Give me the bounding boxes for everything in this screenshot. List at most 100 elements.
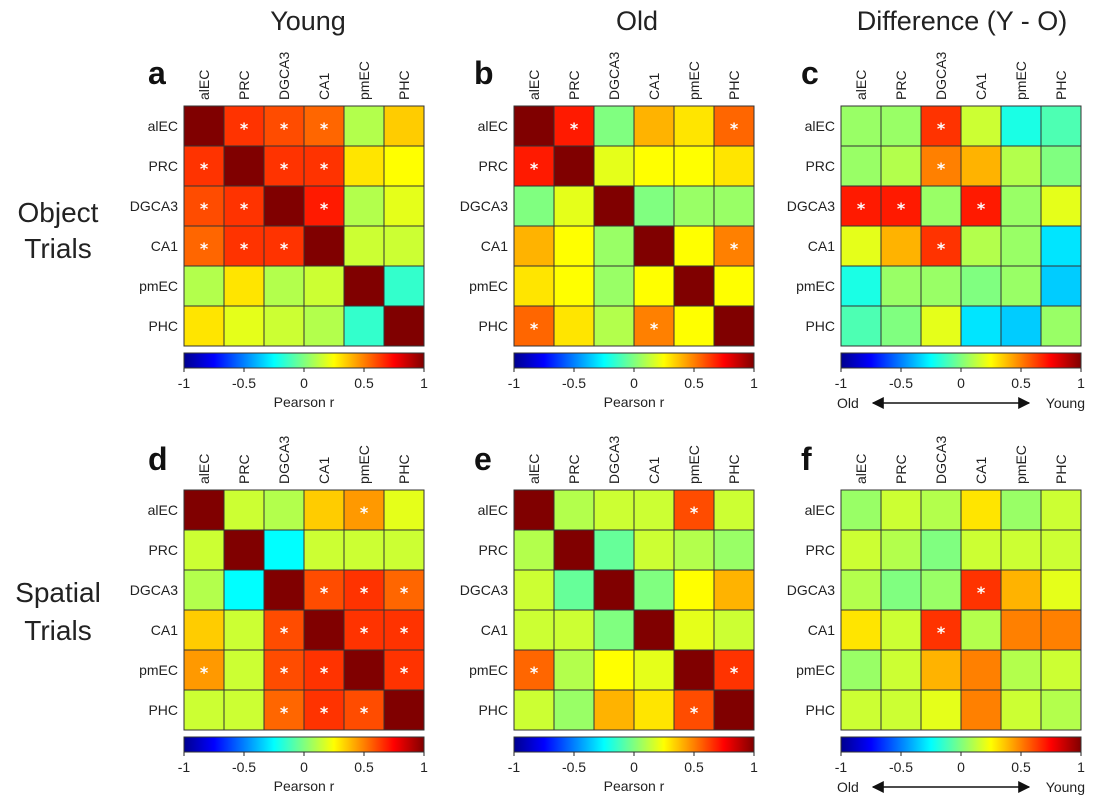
row-label-PRC: PRC — [148, 158, 178, 174]
heatmap-cell — [593, 105, 635, 147]
colorbar-tick-label: 0.5 — [1011, 759, 1031, 775]
heatmap-cell — [303, 265, 345, 307]
heatmap-cell — [1000, 145, 1042, 187]
heatmap-cell — [1040, 609, 1082, 651]
row-label-pmEC: pmEC — [139, 662, 178, 678]
heatmap-cell — [920, 689, 962, 731]
heatmap-cell — [263, 569, 305, 611]
row-label-alEC: alEC — [805, 502, 835, 518]
heatmap-cell — [553, 609, 595, 651]
heatmap-cell — [713, 305, 755, 347]
heatmap-cell — [673, 649, 715, 691]
significance-star: * — [200, 199, 209, 218]
heatmap-cell — [713, 105, 755, 147]
heatmap-cell — [223, 529, 265, 571]
row-title-object-line1: Object — [18, 197, 99, 228]
heatmap-cell — [343, 185, 385, 227]
heatmap-cell — [593, 145, 635, 187]
col-label-alEC: alEC — [526, 454, 542, 484]
row-label-alEC: alEC — [148, 118, 178, 134]
heatmap-cell — [223, 145, 265, 187]
significance-star: * — [320, 199, 329, 218]
significance-star: * — [360, 703, 369, 722]
significance-star: * — [530, 319, 539, 338]
row-label-PHC: PHC — [148, 702, 178, 718]
significance-star: * — [240, 239, 249, 258]
heatmap-cell — [343, 145, 385, 187]
colorbar-tick-label: 0 — [300, 375, 308, 391]
row-label-CA1: CA1 — [808, 238, 835, 254]
significance-star: * — [650, 319, 659, 338]
col-label-PHC: PHC — [396, 70, 412, 100]
heatmap-cell — [223, 569, 265, 611]
col-label-DGCA3: DGCA3 — [606, 436, 622, 484]
heatmap-cell — [880, 225, 922, 267]
heatmap-cell — [880, 145, 922, 187]
heatmap-cell — [840, 105, 882, 147]
row-label-DGCA3: DGCA3 — [130, 198, 178, 214]
colorbar-tick-label: 1 — [750, 759, 758, 775]
heatmap-cell — [223, 689, 265, 731]
col-label-alEC: alEC — [853, 454, 869, 484]
heatmap-cell — [303, 305, 345, 347]
heatmap-cell — [383, 529, 425, 571]
row-label-CA1: CA1 — [151, 622, 178, 638]
col-label-pmEC: pmEC — [686, 61, 702, 100]
colorbar-label: Pearson r — [604, 394, 665, 410]
col-label-PHC: PHC — [1053, 70, 1069, 100]
heatmap-cell — [960, 569, 1002, 611]
colorbar-tick-label: -0.5 — [562, 759, 586, 775]
heatmap-cell — [383, 225, 425, 267]
heatmap-cell — [840, 225, 882, 267]
heatmap-cell — [553, 649, 595, 691]
heatmap-cell — [513, 225, 555, 267]
heatmap-cell — [1000, 609, 1042, 651]
col-label-PHC: PHC — [726, 70, 742, 100]
significance-star: * — [200, 239, 209, 258]
heatmap-cell — [593, 265, 635, 307]
significance-star: * — [690, 503, 699, 522]
heatmap-cell — [880, 649, 922, 691]
heatmap-cell — [1040, 265, 1082, 307]
heatmap-cell — [920, 305, 962, 347]
heatmap-cell — [840, 265, 882, 307]
heatmap-cell — [263, 689, 305, 731]
col-label-CA1: CA1 — [316, 73, 332, 100]
heatmap-cell — [633, 105, 675, 147]
heatmap-cell — [343, 225, 385, 267]
heatmap-cell — [920, 225, 962, 267]
row-label-pmEC: pmEC — [469, 278, 508, 294]
colorbar-tick-label: 1 — [420, 375, 428, 391]
heatmap-cell — [343, 265, 385, 307]
heatmap-cell — [960, 265, 1002, 307]
row-label-pmEC: pmEC — [796, 278, 835, 294]
heatmap-cell — [513, 265, 555, 307]
heatmap-cell — [920, 145, 962, 187]
heatmap-cell — [593, 609, 635, 651]
significance-star: * — [857, 199, 866, 218]
colorbar — [183, 736, 425, 753]
significance-star: * — [400, 623, 409, 642]
col-label-alEC: alEC — [526, 70, 542, 100]
heatmap-cell — [1000, 185, 1042, 227]
colorbar-tick-label: 0.5 — [1011, 375, 1031, 391]
heatmap-cell — [1040, 649, 1082, 691]
row-label-alEC: alEC — [478, 502, 508, 518]
heatmap-cell — [1000, 569, 1042, 611]
heatmap-cell — [343, 305, 385, 347]
significance-star: * — [360, 503, 369, 522]
colorbar-tick-label: 1 — [420, 759, 428, 775]
heatmap-cell — [183, 105, 225, 147]
heatmap-cell — [713, 145, 755, 187]
col-label-pmEC: pmEC — [686, 445, 702, 484]
heatmap-cell — [713, 569, 755, 611]
heatmap-cell — [1040, 105, 1082, 147]
heatmap-cell — [513, 609, 555, 651]
heatmap-cell — [513, 649, 555, 691]
heatmap-cell — [920, 529, 962, 571]
column-title-old: Old — [616, 6, 658, 36]
colorbar-tick-label: 0 — [957, 375, 965, 391]
heatmap-cell — [920, 609, 962, 651]
significance-star: * — [690, 703, 699, 722]
col-label-PHC: PHC — [1053, 454, 1069, 484]
